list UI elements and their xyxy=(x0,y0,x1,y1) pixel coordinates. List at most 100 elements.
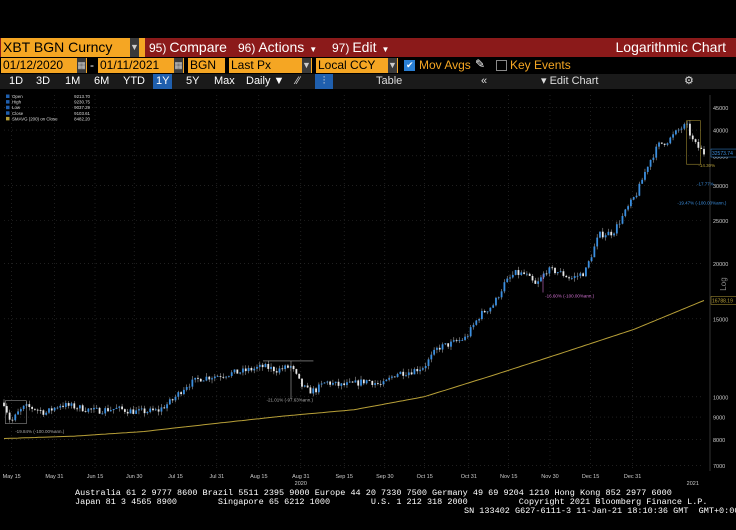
actions-caret-icon: ▼ xyxy=(309,45,318,54)
last-price-label: 32573.74 xyxy=(712,151,733,157)
mov-avgs-checkbox[interactable] xyxy=(404,60,415,71)
y-tick-label: 30000 xyxy=(713,184,728,190)
legend-swatch xyxy=(6,100,10,104)
year-label: 2020 xyxy=(295,481,307,487)
chart-annotations: -19.84% (-100.00%ann.) -21.01% (-97.63%an… xyxy=(5,120,727,434)
period-ytd[interactable]: YTD xyxy=(123,75,145,87)
y-tick-label: 25000 xyxy=(713,219,728,225)
candle-body xyxy=(492,305,495,308)
x-tick-label: Oct 15 xyxy=(417,474,433,480)
source-field[interactable]: BGN xyxy=(188,58,225,73)
footer-line-1: Australia 61 2 9777 8600 Brazil 5511 239… xyxy=(75,488,672,498)
y-tick-label: 40000 xyxy=(713,129,728,135)
price-chart[interactable]: -19.84% (-100.00%ann.) -21.01% (-97.63%an… xyxy=(0,89,736,487)
candle-body xyxy=(683,124,686,129)
legend-value: 9037.29 xyxy=(74,105,90,110)
candle-body xyxy=(39,410,42,411)
start-calendar-icon[interactable]: ▦ xyxy=(77,58,86,73)
candle-body xyxy=(166,404,168,409)
candle-body xyxy=(143,408,146,414)
candle-body xyxy=(596,237,599,247)
candle-chart-icon[interactable]: ⫶ xyxy=(315,74,333,89)
ticker-text: XBT BGN Curncy xyxy=(3,39,113,55)
candle-body xyxy=(323,382,326,384)
collapse-left-icon[interactable]: « xyxy=(481,75,488,87)
y-tick-label: 20000 xyxy=(713,262,728,268)
candle-body xyxy=(601,231,604,238)
candle-body xyxy=(278,368,281,373)
key-events-label[interactable]: Key Events xyxy=(510,58,571,72)
price-field-select[interactable]: Last Px ▼ xyxy=(229,58,312,73)
actions-button[interactable]: 96) Actions ▼ xyxy=(238,38,317,57)
candle-body xyxy=(157,409,160,412)
candle-body xyxy=(146,411,149,414)
candle-body xyxy=(674,130,677,135)
key-events-checkbox[interactable] xyxy=(496,60,507,71)
period-1m[interactable]: 1M xyxy=(65,75,81,87)
candle-body xyxy=(185,387,188,390)
start-date-field[interactable]: 01/12/2020 ▦ xyxy=(1,58,87,73)
footer-line-2: Japan 81 3 4565 8900 Singapore 65 6212 1… xyxy=(75,497,708,507)
frequency-select[interactable]: Daily ▼ xyxy=(246,75,285,87)
candle-body xyxy=(3,402,5,407)
candle-body xyxy=(590,257,593,262)
table-button[interactable]: Table xyxy=(376,75,403,87)
edit-caret-icon: ▼ xyxy=(381,45,390,54)
price-field-caret-icon[interactable]: ▼ xyxy=(302,58,311,73)
candle-body xyxy=(19,409,22,412)
candle-body xyxy=(53,407,56,411)
legend-value: 9103.61 xyxy=(74,111,90,116)
candle-body xyxy=(351,381,354,383)
ticker-dropdown-icon[interactable]: ▼ xyxy=(130,38,139,57)
period-3d[interactable]: 3D xyxy=(36,75,51,87)
candle-body xyxy=(101,413,104,415)
period-5y[interactable]: 5Y xyxy=(186,75,200,87)
x-tick-label: Oct 31 xyxy=(461,474,477,480)
edit-button[interactable]: 97) Edit ▼ xyxy=(332,38,389,57)
end-date-field[interactable]: 01/11/2021 ▦ xyxy=(98,58,184,73)
candle-body xyxy=(132,409,135,414)
candle-body xyxy=(691,135,694,140)
candle-body xyxy=(548,267,551,274)
candle-body xyxy=(62,405,64,407)
candle-body xyxy=(213,376,216,379)
settings-gear-icon[interactable]: ⚙ xyxy=(684,75,694,87)
candle-body xyxy=(666,143,669,145)
candle-body xyxy=(306,385,309,388)
period-1y[interactable]: 1Y xyxy=(153,74,173,89)
candle-body xyxy=(76,408,78,410)
pencil-icon[interactable]: ✎ xyxy=(475,57,486,71)
mov-avgs-label[interactable]: Mov Avgs xyxy=(419,58,471,72)
candle-body xyxy=(87,408,90,412)
ticker-field[interactable]: XBT BGN Curncy ▼ xyxy=(1,38,145,57)
candle-body xyxy=(433,349,436,355)
candle-body xyxy=(399,371,402,375)
candle-body xyxy=(227,375,230,377)
candle-body xyxy=(272,366,275,372)
compare-button[interactable]: 95) Compare xyxy=(149,38,227,57)
edit-chart-button[interactable]: ▾ Edit Chart xyxy=(541,74,599,89)
candle-body xyxy=(126,411,129,414)
candle-body xyxy=(663,143,666,145)
candle-body xyxy=(239,372,242,374)
period-1d[interactable]: 1D xyxy=(9,75,24,87)
sma-line xyxy=(3,300,705,439)
candle-body xyxy=(613,233,615,236)
currency-caret-icon[interactable]: ▼ xyxy=(388,58,397,73)
candle-body xyxy=(287,365,289,368)
end-calendar-icon[interactable]: ▦ xyxy=(174,58,183,73)
candle-body xyxy=(135,410,138,414)
period-6m[interactable]: 6M xyxy=(94,75,110,87)
candle-body xyxy=(511,274,514,278)
last-value-box xyxy=(710,296,736,305)
candle-body xyxy=(312,388,315,394)
candle-body xyxy=(107,408,109,412)
drawdown-label-may: -19.84% (-100.00%ann.) xyxy=(15,429,65,434)
candle-body xyxy=(436,347,438,350)
line-chart-icon[interactable]: ⁄∕ xyxy=(296,75,300,87)
candle-body xyxy=(256,366,258,369)
currency-select[interactable]: Local CCY ▼ xyxy=(316,58,398,73)
period-max[interactable]: Max xyxy=(214,75,235,87)
candle-body xyxy=(523,272,525,274)
period-bar xyxy=(0,74,736,89)
